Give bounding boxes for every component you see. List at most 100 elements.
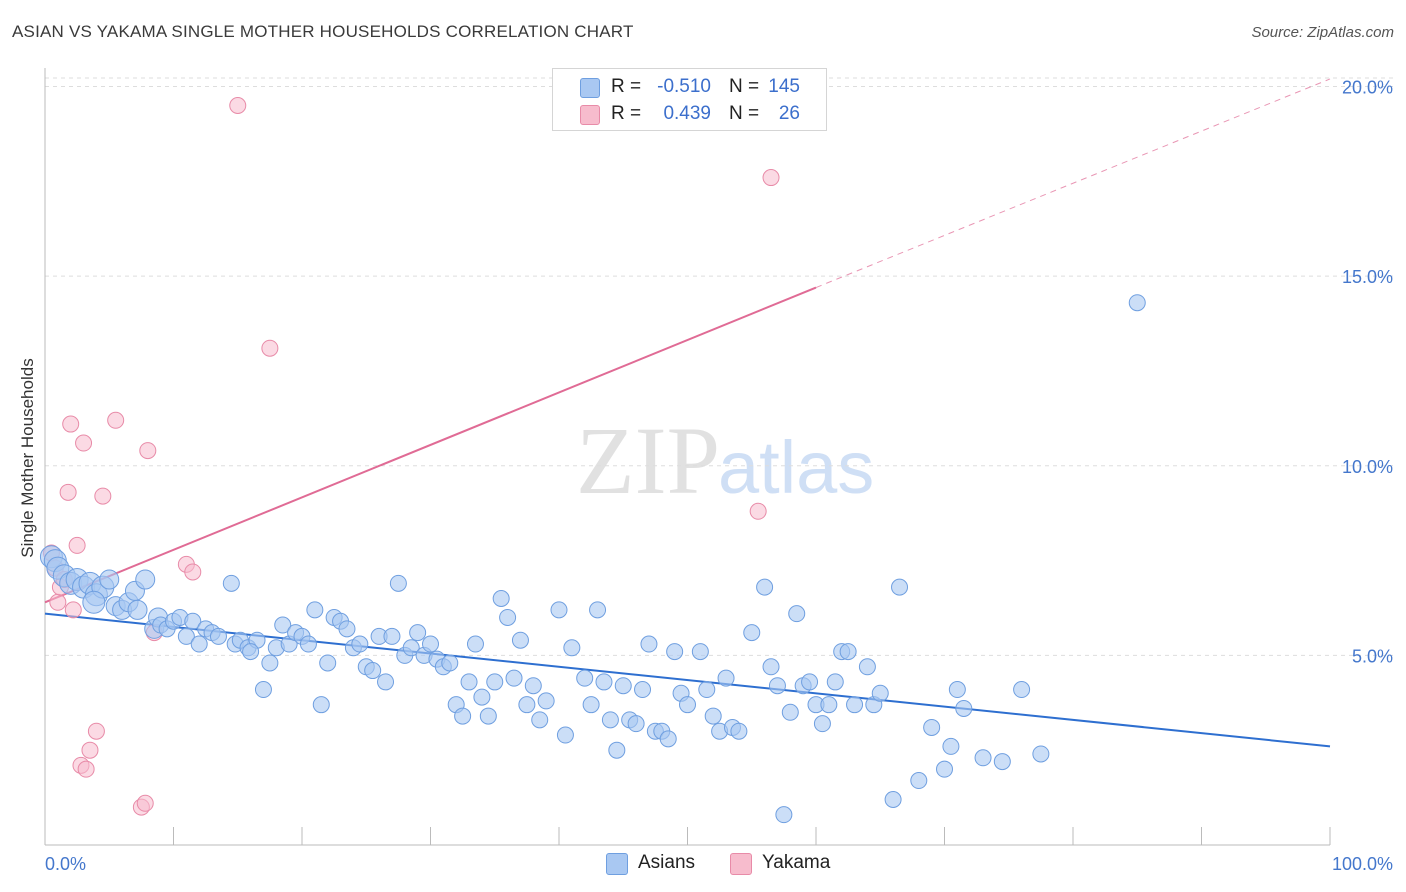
asians-point <box>768 677 786 695</box>
yakama-swatch <box>580 105 600 125</box>
asians-point <box>756 578 774 596</box>
yakama-n-value: 26 <box>778 103 800 124</box>
asians-point <box>1128 294 1146 312</box>
yakama-point <box>184 563 202 581</box>
yakama-point <box>261 339 279 357</box>
asians-point <box>884 790 902 808</box>
asians-point <box>582 696 600 714</box>
asians-point <box>858 658 876 676</box>
stats-legend: R = -0.510 N = 145 R = 0.439 N = 26 <box>552 68 827 131</box>
asians-point <box>184 612 202 630</box>
asians-point <box>826 673 844 691</box>
asians-point <box>466 635 484 653</box>
legend-row-yakama: R = 0.439 N = 26 <box>553 101 826 127</box>
asians-point <box>299 635 317 653</box>
asians-point <box>222 574 240 592</box>
asians-point <box>589 601 607 619</box>
asians-legend-swatch <box>606 853 628 875</box>
asians-point <box>261 654 279 672</box>
asians-point <box>993 753 1011 771</box>
y-tick-label: 20.0% <box>1342 78 1393 98</box>
asians-point <box>813 715 831 733</box>
asians-point <box>499 608 517 626</box>
asians-point <box>177 627 195 645</box>
watermark-zip: ZIP <box>576 407 720 514</box>
asians-point <box>422 635 439 653</box>
asians-r-value: -0.510 <box>657 76 711 97</box>
source-label: Source: ZipAtlas.com <box>1251 24 1394 41</box>
yakama-point <box>136 794 154 812</box>
asians-point <box>135 569 156 590</box>
asians-point <box>351 635 369 653</box>
asians-point <box>801 673 819 691</box>
asians-point <box>698 681 716 699</box>
yakama-point <box>49 593 67 611</box>
yakama-point <box>62 415 80 433</box>
asians-point <box>563 639 581 657</box>
asians-point <box>99 569 120 590</box>
asians-point <box>923 718 941 736</box>
asians-point <box>730 722 748 740</box>
y-tick-label: 10.0% <box>1342 457 1393 477</box>
asians-point <box>627 715 645 733</box>
asians-point <box>441 654 459 672</box>
asians-point <box>775 806 793 824</box>
yakama-point <box>94 487 112 505</box>
asians-point <box>788 605 806 623</box>
watermark-atlas: atlas <box>718 426 874 509</box>
yakama-point <box>64 601 82 619</box>
asians-point <box>409 624 427 642</box>
asians-point <box>377 673 395 691</box>
yakama-point <box>87 722 105 740</box>
asians-point <box>242 643 260 661</box>
yakama-r-value: 0.439 <box>663 103 711 124</box>
asians-point <box>846 696 864 714</box>
n-label: N = <box>729 76 760 97</box>
grid-lines <box>45 77 1395 656</box>
asians-point <box>936 760 953 778</box>
asians-point <box>511 631 529 649</box>
asians-point <box>209 627 227 645</box>
asians-point <box>274 616 292 634</box>
asians-point <box>743 624 761 642</box>
asians-point <box>704 707 722 725</box>
asians-point <box>891 578 909 596</box>
asians-point <box>537 692 555 710</box>
asians-point <box>691 643 709 661</box>
asians-point <box>948 681 966 699</box>
asians-point <box>383 627 401 645</box>
asians-legend-label: Asians <box>638 852 696 873</box>
asians-point <box>942 737 960 755</box>
asians-point <box>473 688 491 706</box>
yakama-point <box>749 502 767 520</box>
asians-point <box>679 696 696 714</box>
n-label: N = <box>729 103 760 124</box>
asians-point <box>402 639 420 657</box>
legend-row-asians: R = -0.510 N = 145 <box>553 74 826 100</box>
asians-point <box>190 635 208 653</box>
asians-point <box>614 677 632 695</box>
yakama-point <box>107 411 125 429</box>
yakama-trend-extension <box>815 78 1331 288</box>
asians-point <box>1032 745 1050 763</box>
asians-point <box>762 658 780 676</box>
asians-point <box>595 673 613 691</box>
asians-point <box>1013 681 1031 699</box>
yakama-point <box>81 741 99 759</box>
asians-point <box>82 590 106 614</box>
asians-point <box>364 662 382 680</box>
asians-point <box>717 669 735 687</box>
asians-point <box>389 574 407 592</box>
data-points <box>39 97 1146 824</box>
asians-point <box>254 681 272 699</box>
asians-point <box>659 730 677 748</box>
yakama-point <box>68 536 86 554</box>
asians-point <box>576 669 594 687</box>
asians-point <box>871 684 889 702</box>
asians-point <box>454 707 472 725</box>
asians-point <box>306 601 324 619</box>
asians-n-value: 145 <box>768 76 800 97</box>
asians-point <box>955 699 973 717</box>
axes <box>44 68 1331 846</box>
r-label: R = <box>611 103 642 124</box>
